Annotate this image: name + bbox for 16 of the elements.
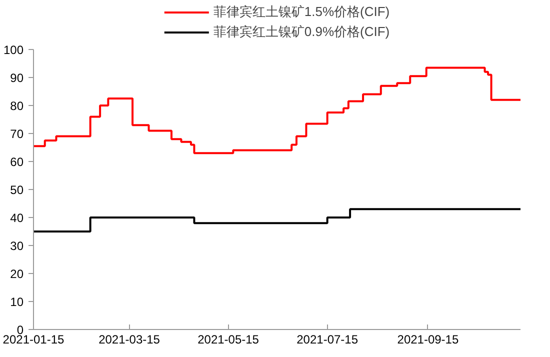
x-tick-label: 2021-07-15 <box>296 332 358 346</box>
y-tick-label: 20 <box>10 267 24 281</box>
y-tick-label: 60 <box>10 155 24 169</box>
x-tick-label: 2021-09-15 <box>397 332 459 346</box>
y-tick-label: 40 <box>10 211 24 225</box>
y-tick-label: 80 <box>10 99 24 113</box>
y-tick-label: 10 <box>10 295 24 309</box>
y-tick-label: 30 <box>10 239 24 253</box>
x-tick-label: 2021-03-15 <box>98 332 160 346</box>
y-tick-label: 50 <box>10 183 24 197</box>
y-tick-label: 90 <box>10 71 24 85</box>
legend-label: 菲律宾红土镍矿0.9%价格(CIF) <box>213 23 390 41</box>
legend-label: 菲律宾红土镍矿1.5%价格(CIF) <box>213 3 390 21</box>
y-tick-label: 70 <box>10 127 24 141</box>
y-tick-label: 100 <box>3 43 24 57</box>
x-tick-label: 2021-05-15 <box>198 332 260 346</box>
